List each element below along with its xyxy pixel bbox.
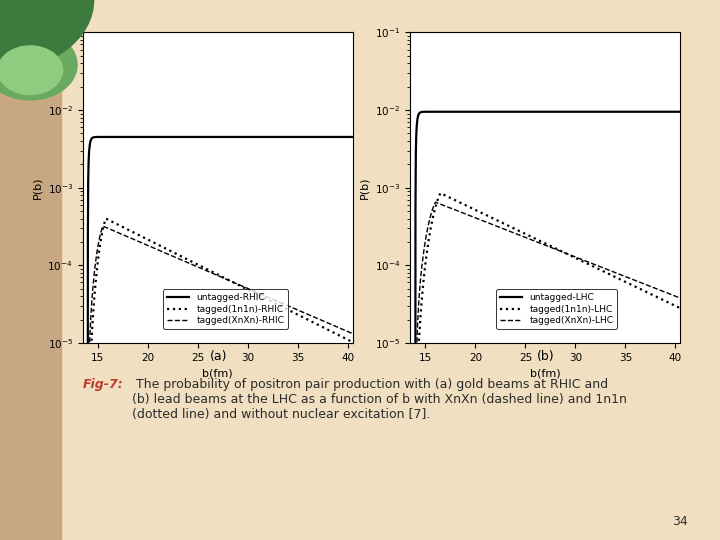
tagged(1n1n)-RHIC [284,307,292,313]
Legend: untagged-LHC, tagged(1n1n)-LHC, tagged(XnXn)-LHC: untagged-LHC, tagged(1n1n)-LHC, tagged(X… [496,289,617,329]
tagged(1n1n)-RHIC [311,320,320,327]
untagged-RHIC [348,134,357,140]
Line: tagged(1n1n)-RHIC: tagged(1n1n)-RHIC [83,219,353,540]
Line: untagged-LHC: untagged-LHC [410,112,680,540]
untagged-LHC [611,109,620,115]
untagged-RHIC [251,134,259,140]
Text: (a): (a) [210,350,227,363]
Line: tagged(1n1n)-LHC: tagged(1n1n)-LHC [410,193,680,540]
Text: 34: 34 [672,515,688,528]
tagged(XnXn)-RHIC [243,285,251,292]
tagged(1n1n)-LHC [570,254,579,261]
Line: untagged-RHIC: untagged-RHIC [83,137,353,540]
tagged(1n1n)-RHIC [348,339,357,346]
tagged(XnXn)-RHIC [95,235,104,242]
untagged-RHIC [95,134,104,140]
tagged(XnXn)-LHC [570,253,579,260]
tagged(1n1n)-LHC [423,248,431,255]
untagged-LHC [423,109,431,115]
tagged(XnXn)-RHIC [99,223,107,230]
untagged-LHC [570,109,579,115]
Y-axis label: P(b): P(b) [32,177,42,199]
tagged(XnXn)-LHC [431,199,440,205]
untagged-LHC [639,109,647,115]
X-axis label: b(fm): b(fm) [202,368,233,378]
Line: tagged(XnXn)-RHIC: tagged(XnXn)-RHIC [83,226,353,540]
tagged(1n1n)-RHIC [251,290,259,296]
tagged(1n1n)-RHIC [95,246,104,253]
tagged(XnXn)-LHC [563,251,572,257]
X-axis label: b(fm): b(fm) [530,368,561,378]
tagged(XnXn)-RHIC [311,314,320,321]
tagged(1n1n)-LHC [611,274,620,280]
tagged(1n1n)-RHIC [235,282,244,289]
untagged-RHIC [243,134,251,140]
tagged(XnXn)-LHC [676,295,685,301]
untagged-LHC [578,109,587,115]
untagged-RHIC [235,134,244,140]
tagged(1n1n)-LHC [676,305,685,312]
Text: Fig-7:: Fig-7: [83,378,124,391]
tagged(XnXn)-LHC [423,228,431,235]
tagged(XnXn)-RHIC [348,330,357,337]
Text: The probability of positron pair production with (a) gold beams at RHIC and
(b) : The probability of positron pair product… [132,378,626,421]
tagged(1n1n)-LHC [436,190,445,197]
tagged(XnXn)-LHC [639,280,647,287]
Y-axis label: P(b): P(b) [359,177,369,199]
tagged(1n1n)-LHC [578,258,587,265]
untagged-RHIC [311,134,320,140]
tagged(1n1n)-RHIC [243,286,251,293]
Text: (b): (b) [537,350,554,363]
tagged(XnXn)-RHIC [235,282,244,288]
Legend: untagged-RHIC, tagged(1n1n)-RHIC, tagged(XnXn)-RHIC: untagged-RHIC, tagged(1n1n)-RHIC, tagged… [163,289,288,329]
tagged(XnXn)-RHIC [251,288,259,295]
untagged-LHC [676,109,685,115]
untagged-RHIC [130,134,139,140]
untagged-LHC [563,109,572,115]
untagged-LHC [458,109,467,115]
Line: tagged(XnXn)-LHC: tagged(XnXn)-LHC [410,202,680,540]
tagged(XnXn)-RHIC [284,302,292,309]
tagged(1n1n)-LHC [563,251,572,258]
tagged(1n1n)-RHIC [102,215,110,222]
tagged(XnXn)-LHC [611,269,620,276]
tagged(1n1n)-LHC [639,287,647,294]
untagged-RHIC [284,134,292,140]
tagged(XnXn)-LHC [578,256,587,263]
